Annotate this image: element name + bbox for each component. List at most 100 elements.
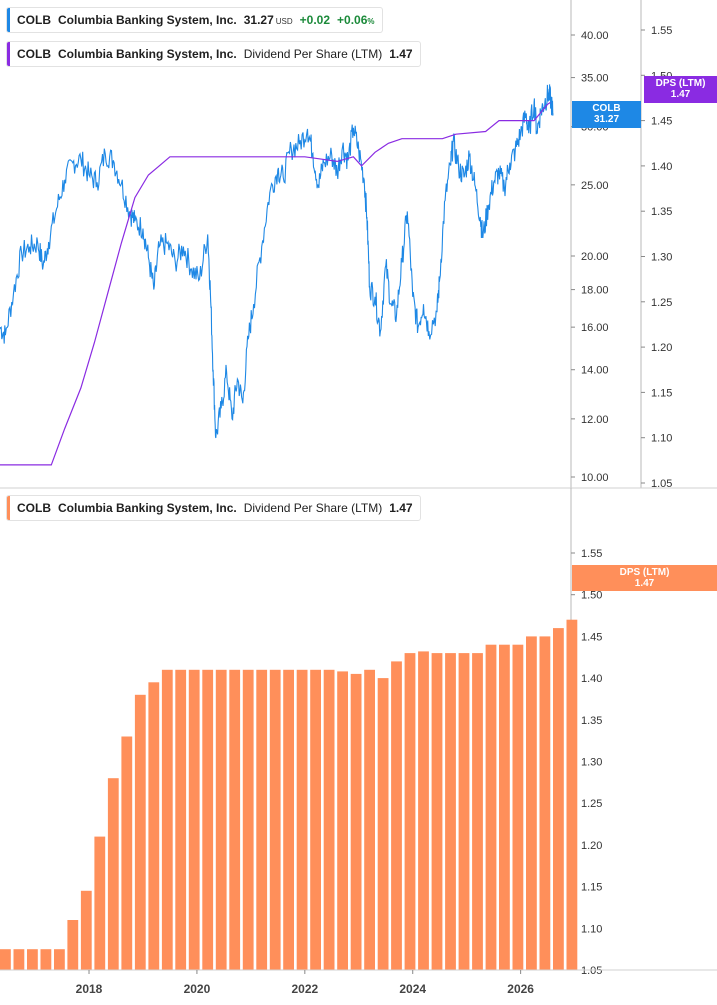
bar-tick-label: 1.10	[581, 923, 602, 935]
price-legend-color	[7, 8, 10, 32]
dps-bar	[431, 653, 443, 970]
dps-line-legend[interactable]: COLB Columbia Banking System, Inc. Divid…	[6, 41, 421, 67]
price-plot	[0, 84, 554, 466]
bar-tick-label: 1.35	[581, 715, 602, 727]
dps-line-value-tag: DPS (LTM) 1.47	[644, 76, 717, 103]
dps-bar	[418, 651, 429, 970]
dps-tick-label: 1.55	[651, 25, 672, 37]
dps-bar	[512, 644, 524, 970]
dps-bar	[472, 653, 483, 970]
price-tick-label: 16.00	[581, 322, 609, 334]
price-tick-label: 20.00	[581, 251, 609, 263]
price-tick-label: 12.00	[581, 414, 609, 426]
bar-tick-label: 1.30	[581, 757, 602, 769]
bar-tick-label: 1.20	[581, 840, 602, 852]
x-tick-label: 2020	[184, 982, 211, 996]
dps-bar-legend-color	[7, 496, 10, 520]
legend-value: 1.47	[389, 501, 413, 515]
legend-ticker: COLB	[17, 13, 51, 27]
x-tick-label: 2018	[76, 982, 103, 996]
dps-bar	[134, 694, 146, 970]
dps-bar	[202, 669, 214, 970]
dps-tick-label: 1.25	[651, 297, 672, 309]
dps-bar	[337, 671, 348, 970]
dps-bar	[40, 949, 52, 970]
dps-tick-label: 1.40	[651, 161, 672, 173]
price-legend[interactable]: COLB Columbia Banking System, Inc. 31.27…	[6, 7, 383, 33]
legend-currency: USD	[275, 17, 293, 26]
dps-bar	[404, 653, 416, 970]
dps-line	[0, 102, 551, 466]
dps-bar	[27, 949, 38, 970]
legend-value: 1.47	[389, 47, 413, 61]
dps-line-legend-color	[7, 42, 10, 66]
bar-tick-label: 1.50	[581, 590, 602, 602]
dps-bar	[0, 949, 11, 970]
dps-bar	[80, 890, 92, 970]
price-tick-label: 18.00	[581, 285, 609, 297]
dps-bar	[296, 669, 308, 970]
bar-tick-label: 1.25	[581, 798, 602, 810]
dps-bar	[215, 669, 227, 970]
price-tag-label: COLB	[592, 103, 621, 114]
dps-bar	[323, 669, 335, 970]
price-value-tag: COLB 31.27	[572, 101, 641, 128]
bar-tick-label: 1.15	[581, 882, 602, 894]
dps-bar	[13, 949, 25, 970]
dps-bar	[553, 628, 564, 970]
dps-bar	[54, 949, 65, 970]
price-tick-label: 35.00	[581, 73, 609, 85]
legend-company: Columbia Banking System, Inc.	[58, 13, 237, 27]
bar-plot	[0, 619, 578, 970]
dps-line-tag-value: 1.47	[670, 89, 691, 100]
dps-bar-tag-label: DPS (LTM)	[619, 567, 670, 578]
legend-change-pct: +0.06%	[337, 13, 375, 27]
dps-bar	[526, 636, 537, 970]
legend-ticker: COLB	[17, 501, 51, 515]
dps-bar	[161, 669, 173, 970]
dps-tick-label: 1.10	[651, 433, 672, 445]
dps-bar	[350, 673, 362, 970]
dps-bar	[148, 682, 160, 970]
dps-bar	[283, 669, 294, 970]
x-tick-label: 2024	[399, 982, 426, 996]
price-tag-value: 31.27	[593, 114, 620, 125]
price-tick-label: 25.00	[581, 180, 609, 192]
price-line	[0, 84, 554, 439]
dps-bar	[566, 619, 578, 970]
dps-bar	[188, 669, 200, 970]
dps-bar	[175, 669, 187, 970]
bar-tick-label: 1.40	[581, 673, 602, 685]
price-tick-label: 10.00	[581, 472, 609, 484]
legend-ticker: COLB	[17, 47, 51, 61]
dps-tick-label: 1.20	[651, 342, 672, 354]
legend-price: 31.27 USD	[243, 13, 293, 27]
dps-bar	[229, 669, 241, 970]
legend-company: Columbia Banking System, Inc.	[58, 501, 237, 515]
price-axis: 40.0035.0030.0025.0020.0018.0016.0014.00…	[0, 0, 717, 490]
price-tick-label: 14.00	[581, 365, 609, 377]
dps-bar-legend[interactable]: COLB Columbia Banking System, Inc. Divid…	[6, 495, 421, 521]
dps-tick-label: 1.15	[651, 387, 672, 399]
dps-bar	[364, 669, 375, 970]
dps-tick-label: 1.05	[651, 478, 672, 490]
dps-tick-label: 1.45	[651, 116, 672, 128]
dps-bar	[94, 836, 106, 970]
dps-bar	[242, 669, 254, 970]
dps-tick-label: 1.30	[651, 252, 672, 264]
legend-change: +0.02	[299, 13, 331, 27]
bar-tick-label: 1.55	[581, 548, 602, 560]
bar-tick-label: 1.45	[581, 631, 602, 643]
legend-metric: Dividend Per Share (LTM)	[243, 501, 383, 515]
dps-bar	[269, 669, 281, 970]
bar-tick-label: 1.05	[581, 965, 602, 977]
price-tick-label: 40.00	[581, 30, 609, 42]
dps-bar	[445, 653, 456, 970]
dps-bar	[121, 736, 133, 970]
dps-line-tag-label: DPS (LTM)	[655, 78, 706, 89]
dps-tick-label: 1.35	[651, 206, 672, 218]
dps-bar	[67, 920, 79, 970]
x-axis: 2018 2020 2022 2024 2026	[0, 969, 717, 996]
dps-bar-tag-value: 1.47	[634, 578, 655, 589]
